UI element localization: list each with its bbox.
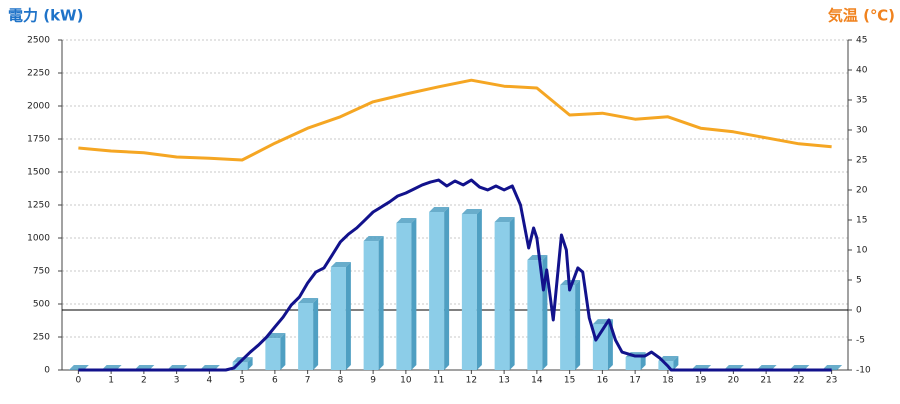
- x-tick-label: 17: [629, 376, 640, 386]
- x-tick-label: 18: [662, 376, 674, 386]
- bar: [232, 362, 248, 370]
- bar-top: [429, 206, 450, 212]
- bar: [560, 284, 576, 370]
- bar-side: [345, 262, 351, 370]
- bar: [298, 302, 314, 370]
- x-tick-label: 21: [760, 376, 771, 386]
- y-tick-label: 2500: [27, 36, 50, 46]
- y2-axis-title: 気温 (℃): [828, 7, 895, 25]
- y-tick-label: 1000: [27, 234, 50, 244]
- bar-side: [673, 356, 679, 370]
- bar-side: [575, 279, 581, 370]
- y-tick-label: 1250: [27, 201, 50, 211]
- bar: [494, 222, 510, 370]
- bar-top: [494, 217, 515, 223]
- bar: [592, 324, 608, 370]
- bar-side: [378, 236, 384, 370]
- x-tick-label: 0: [76, 376, 82, 386]
- y2-tick-label: 40: [856, 66, 868, 76]
- x-tick-label: 13: [498, 376, 509, 386]
- y-tick-label: 1750: [27, 135, 50, 145]
- bar: [265, 338, 281, 370]
- y2-tick-label: -10: [856, 366, 871, 376]
- x-tick-label: 7: [305, 376, 311, 386]
- bar-side: [476, 208, 482, 370]
- y-tick-label: 250: [33, 333, 50, 343]
- y2-tick-label: 35: [856, 96, 867, 106]
- y-tick-label: 1500: [27, 168, 50, 178]
- y2-tick-label: 25: [856, 156, 867, 166]
- bar-top: [330, 262, 351, 268]
- bar: [625, 357, 641, 370]
- x-tick-label: 8: [338, 376, 344, 386]
- bar-side: [509, 217, 515, 370]
- y-tick-label: 0: [44, 366, 50, 376]
- x-tick-label: 22: [793, 376, 804, 386]
- y2-tick-label: 20: [856, 186, 868, 196]
- x-tick-label: 5: [239, 376, 245, 386]
- bar-top: [461, 208, 482, 214]
- bar-top: [363, 236, 384, 242]
- bar: [330, 267, 346, 370]
- bar-side: [411, 217, 417, 370]
- y-tick-label: 2000: [27, 102, 50, 112]
- temperature-line: [78, 78, 832, 162]
- bar-top: [298, 297, 319, 303]
- bar-side: [247, 357, 253, 370]
- y2-tick-label: 30: [856, 126, 868, 136]
- bar: [429, 211, 445, 370]
- x-tick-label: 1: [108, 376, 114, 386]
- x-tick-label: 2: [141, 376, 147, 386]
- x-tick-label: 19: [695, 376, 707, 386]
- y2-tick-label: 0: [856, 306, 862, 316]
- power-line: [78, 178, 832, 372]
- x-tick-label: 20: [728, 376, 740, 386]
- bar-side: [444, 206, 450, 370]
- x-tick-label: 9: [370, 376, 376, 386]
- y2-tick-label: 45: [856, 36, 867, 46]
- y-tick-label: 750: [33, 267, 50, 277]
- bar: [363, 241, 379, 370]
- bar: [527, 260, 543, 370]
- y2-tick-label: -5: [856, 336, 865, 346]
- bar: [461, 213, 477, 370]
- x-tick-label: 16: [597, 376, 609, 386]
- y2-tick-label: 10: [856, 246, 868, 256]
- y-tick-label: 2250: [27, 69, 50, 79]
- x-tick-label: 12: [466, 376, 477, 386]
- bar-top: [527, 255, 548, 261]
- x-tick-label: 23: [826, 376, 837, 386]
- x-tick-label: 4: [207, 376, 213, 386]
- y2-tick-label: 5: [856, 276, 862, 286]
- bar-side: [280, 333, 286, 370]
- x-tick-label: 11: [433, 376, 444, 386]
- bar: [396, 222, 412, 370]
- y2-tick-label: 15: [856, 216, 867, 226]
- x-tick-label: 6: [272, 376, 278, 386]
- x-tick-label: 15: [564, 376, 575, 386]
- x-tick-label: 3: [174, 376, 180, 386]
- y-tick-label: 500: [33, 300, 50, 310]
- bar-top: [396, 217, 417, 223]
- x-tick-label: 14: [531, 376, 543, 386]
- y-axis-title: 電力 (kW): [8, 7, 83, 25]
- bar-side: [313, 297, 319, 370]
- x-tick-label: 10: [400, 376, 412, 386]
